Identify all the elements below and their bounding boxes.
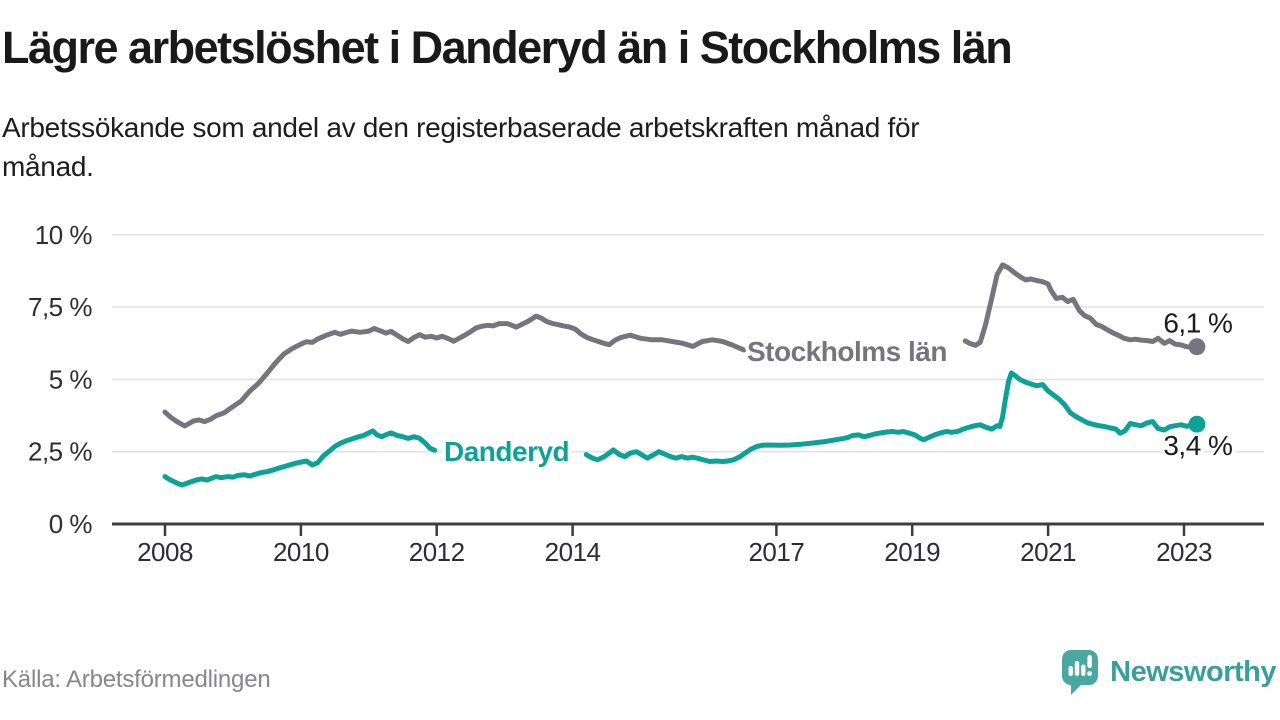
y-axis-label: 10 % bbox=[35, 220, 93, 250]
x-axis-tick-label: 2012 bbox=[409, 537, 465, 567]
series-line-stockholms-lan bbox=[162, 313, 747, 429]
brand-name: Newsworthy bbox=[1110, 655, 1276, 688]
bar-3 bbox=[1081, 664, 1086, 676]
series-line-danderyd bbox=[162, 428, 438, 488]
newsworthy-speech-bubble-chart-icon bbox=[1062, 650, 1099, 695]
bar-1 bbox=[1068, 666, 1074, 676]
x-axis-tick-label: 2017 bbox=[748, 537, 804, 567]
page-subtitle: Arbetssökande som andel av den registerb… bbox=[2, 112, 920, 182]
exclamation-bar bbox=[1087, 655, 1092, 668]
series-label-stockholms-lan: Stockholms län bbox=[747, 336, 947, 367]
series-end-value-danderyd: 3,4 % bbox=[1163, 430, 1232, 461]
x-axis-tick-label: 2023 bbox=[1156, 537, 1212, 567]
newsworthy-logo: Newsworthy bbox=[1060, 648, 1276, 696]
y-axis-label: 5 % bbox=[49, 364, 93, 394]
y-axis-label: 0 % bbox=[49, 509, 93, 539]
page-title: Lägre arbetslöshet i Danderyd än i Stock… bbox=[2, 22, 1013, 73]
x-axis-tick-label: 2010 bbox=[273, 537, 329, 567]
source-note: Källa: Arbetsförmedlingen bbox=[2, 666, 271, 693]
series-line-danderyd bbox=[583, 370, 1200, 464]
series-end-dot-danderyd bbox=[1188, 415, 1206, 433]
x-axis-tick-label: 2008 bbox=[137, 537, 193, 567]
series-end-value-stockholms-lan: 6,1 % bbox=[1163, 308, 1232, 339]
y-axis-label: 2,5 % bbox=[28, 437, 92, 467]
x-axis-tick-label: 2014 bbox=[545, 537, 601, 567]
exclamation-dot bbox=[1087, 671, 1093, 676]
y-axis-label: 7,5 % bbox=[28, 292, 92, 322]
series-line-stockholms-lan bbox=[962, 262, 1200, 350]
speech-bubble-shape bbox=[1062, 650, 1099, 695]
series-label-danderyd: Danderyd bbox=[444, 436, 569, 467]
bar-2 bbox=[1074, 661, 1080, 676]
x-axis-tick-label: 2019 bbox=[884, 537, 940, 567]
x-axis-tick-label: 2021 bbox=[1020, 537, 1076, 567]
series-end-dot-stockholms-lan bbox=[1188, 338, 1206, 356]
